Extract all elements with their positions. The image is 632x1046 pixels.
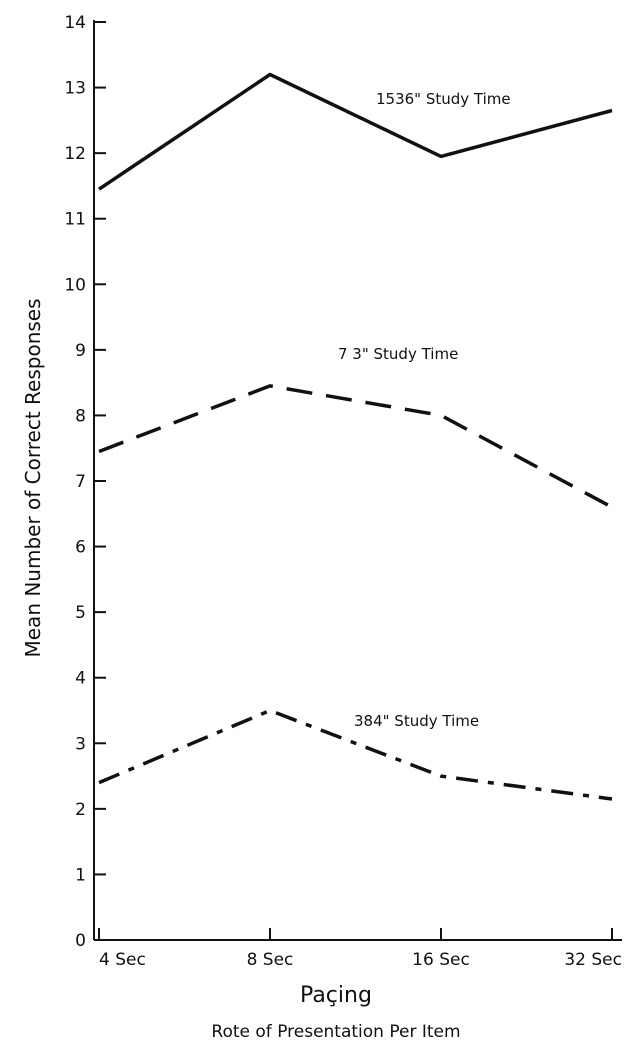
y-tick-label: 1 [75, 865, 86, 885]
x-axis-subtitle: Rote of Presentation Per Item [211, 1022, 460, 1042]
series-label: 7 3" Study Time [338, 345, 458, 363]
x-tick-label: 8 Sec [247, 950, 294, 970]
chart-axes [93, 20, 622, 941]
y-tick-label: 3 [75, 734, 86, 754]
y-tick-label: 11 [64, 210, 86, 230]
y-tick-label: 10 [64, 275, 86, 295]
y-tick-label: 9 [75, 341, 86, 361]
series-label: 1536" Study Time [376, 90, 511, 108]
x-tick-label: 4 Sec [99, 950, 146, 970]
y-tick-label: 12 [64, 144, 86, 164]
x-axis-title: Paçing [300, 983, 372, 1008]
y-tick-label: 7 [75, 472, 86, 492]
y-tick-label: 5 [75, 603, 86, 623]
series-labels: 1536" Study Time 7 3" Study Time 384" Stud… [338, 90, 511, 730]
y-tick-label: 0 [75, 931, 86, 951]
y-tick-label: 4 [75, 669, 86, 689]
series-lines [98, 72, 613, 801]
y-axis-title: Mean Number of Correct Responses [21, 298, 45, 657]
y-tick-label: 8 [75, 406, 86, 426]
x-axis-ticks: 4 Sec 8 Sec 16 Sec 32 Sec [98, 928, 622, 970]
y-tick-label: 13 [64, 79, 86, 99]
y-tick-label: 14 [64, 13, 86, 33]
series-line [98, 72, 613, 191]
series-line [98, 384, 613, 509]
y-tick-label: 2 [75, 800, 86, 820]
series-label: 384" Study Time [354, 712, 479, 730]
x-tick-label: 16 Sec [412, 950, 470, 970]
x-tick-label: 32 Sec [564, 950, 622, 970]
y-tick-label: 6 [75, 538, 86, 558]
series-line [98, 708, 613, 801]
